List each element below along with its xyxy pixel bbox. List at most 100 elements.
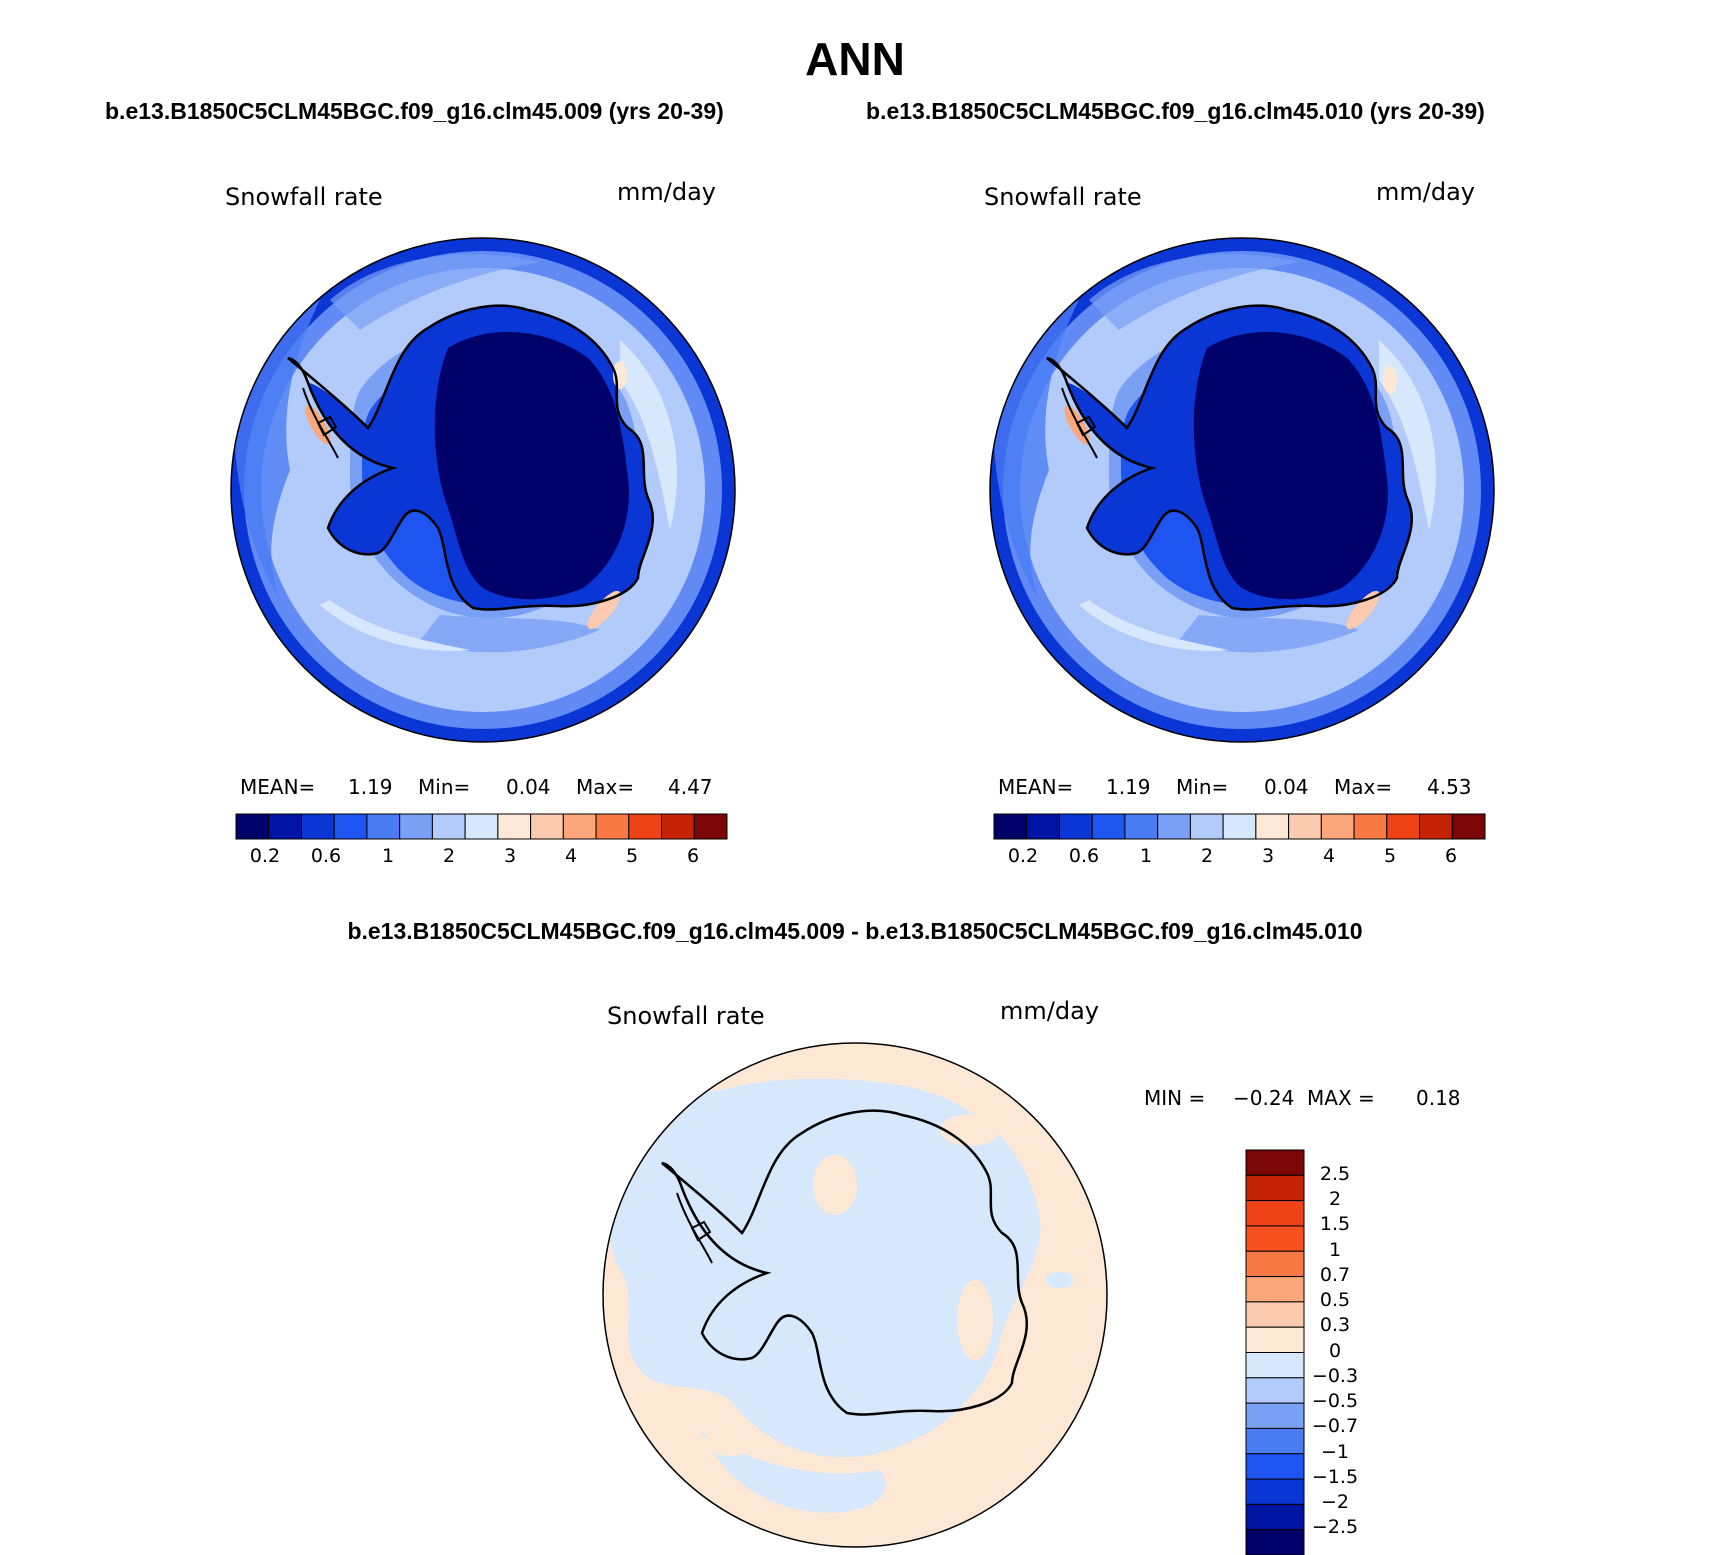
diff-tick-label: −1.5 xyxy=(1311,1466,1359,1488)
colorbar-swatch xyxy=(497,813,532,840)
panel-right-max-value: 4.53 xyxy=(1427,775,1472,799)
left-tick-label: 0.6 xyxy=(310,845,342,867)
panel-right-mean-label: MEAN= xyxy=(998,775,1074,799)
colorbar-swatch xyxy=(1245,1529,1305,1555)
colorbar-swatch xyxy=(1255,813,1290,840)
colorbar-swatch xyxy=(693,813,728,840)
diff-tick-label: 2.5 xyxy=(1319,1163,1351,1185)
colorbar-swatch xyxy=(431,813,466,840)
panel-left-min-label: Min= xyxy=(418,775,471,799)
colorbar-swatch xyxy=(1386,813,1421,840)
colorbar-swatch xyxy=(1245,1149,1305,1176)
diff-tick-label: 1 xyxy=(1328,1239,1342,1261)
panel-left-max-label: Max= xyxy=(576,775,635,799)
diff-tick-label: −0.3 xyxy=(1311,1365,1359,1387)
panel-left-min-value: 0.04 xyxy=(506,775,551,799)
colorbar-swatch xyxy=(1245,1250,1305,1278)
panel-left-units: mm/day xyxy=(617,178,716,206)
diff-tick-label: −1 xyxy=(1320,1441,1349,1463)
colorbar-swatch xyxy=(300,813,335,840)
panel-left-map xyxy=(231,238,735,742)
colorbar-swatch xyxy=(333,813,368,840)
diff-min-value: −0.24 xyxy=(1233,1086,1295,1110)
panel-left-max-value: 4.47 xyxy=(668,775,713,799)
panel-right-units: mm/day xyxy=(1376,178,1475,206)
colorbar-swatch xyxy=(1245,1453,1305,1480)
colorbar-swatch xyxy=(1451,813,1486,840)
colorbar-swatch xyxy=(1245,1478,1305,1505)
diff-variable: Snowfall rate xyxy=(607,1002,765,1030)
colorbar-swatch xyxy=(993,813,1028,840)
diff-tick-label: −2 xyxy=(1320,1491,1349,1513)
colorbar-swatch xyxy=(530,813,564,840)
panel-right-min-label: Min= xyxy=(1176,775,1229,799)
right-tick-label: 0.2 xyxy=(1007,845,1039,867)
colorbar-swatch xyxy=(1245,1503,1305,1531)
left-tick-label: 4 xyxy=(564,845,578,867)
right-tick-label: 2 xyxy=(1200,845,1214,867)
left-tick-label: 6 xyxy=(686,845,700,867)
diff-colorbar xyxy=(1245,1149,1305,1555)
right-tick-label: 3 xyxy=(1261,845,1275,867)
panel-right-mean-value: 1.19 xyxy=(1106,775,1151,799)
right-tick-label: 0.6 xyxy=(1068,845,1100,867)
panel-right-colorbar xyxy=(993,813,1486,840)
diff-heading: b.e13.B1850C5CLM45BGC.f09_g16.clm45.009 … xyxy=(347,918,1363,944)
colorbar-swatch xyxy=(1288,813,1322,840)
colorbar-swatch xyxy=(595,813,630,840)
panel-right-min-value: 0.04 xyxy=(1264,775,1309,799)
colorbar-swatch xyxy=(1091,813,1126,840)
colorbar-swatch xyxy=(1245,1402,1305,1429)
diff-max-value: 0.18 xyxy=(1416,1086,1461,1110)
main-title: ANN xyxy=(805,33,905,85)
colorbar-swatch xyxy=(1245,1225,1305,1252)
colorbar-swatch xyxy=(1189,813,1224,840)
colorbar-swatch xyxy=(464,813,499,840)
colorbar-swatch xyxy=(1245,1352,1305,1379)
colorbar-swatch xyxy=(1245,1174,1305,1202)
diff-tick-label: 0.7 xyxy=(1319,1264,1351,1286)
colorbar-swatch xyxy=(1245,1301,1305,1328)
diff-tick-label: 1.5 xyxy=(1319,1213,1351,1235)
right-tick-label: 1 xyxy=(1139,845,1153,867)
colorbar-swatch xyxy=(1157,813,1191,840)
diff-tick-label: 0.3 xyxy=(1319,1314,1351,1336)
diff-min-label: MIN = xyxy=(1144,1086,1206,1110)
colorbar-swatch xyxy=(366,813,401,840)
diff-tick-label: 0 xyxy=(1328,1340,1342,1362)
panel-right-map xyxy=(990,238,1494,742)
diff-units: mm/day xyxy=(1000,997,1099,1025)
diff-map xyxy=(603,1043,1107,1547)
colorbar-swatch xyxy=(1353,813,1388,840)
left-tick-label: 3 xyxy=(503,845,517,867)
colorbar-swatch xyxy=(1245,1427,1305,1455)
colorbar-swatch xyxy=(1058,813,1093,840)
left-tick-label: 0.2 xyxy=(249,845,281,867)
colorbar-swatch xyxy=(1320,813,1355,840)
panel-left-mean-label: MEAN= xyxy=(240,775,316,799)
right-tick-label: 6 xyxy=(1444,845,1458,867)
colorbar-swatch xyxy=(1245,1200,1305,1227)
colorbar-swatch xyxy=(562,813,597,840)
colorbar-swatch xyxy=(1419,813,1453,840)
colorbar-swatch xyxy=(235,813,270,840)
left-tick-label: 1 xyxy=(381,845,395,867)
colorbar-swatch xyxy=(1026,813,1060,840)
colorbar-swatch xyxy=(1245,1326,1305,1353)
panel-right-max-label: Max= xyxy=(1334,775,1393,799)
diff-tick-label: 2 xyxy=(1328,1188,1342,1210)
diff-max-label: MAX = xyxy=(1307,1086,1375,1110)
left-tick-label: 5 xyxy=(625,845,639,867)
colorbar-swatch xyxy=(628,813,663,840)
panel-left-heading: b.e13.B1850C5CLM45BGC.f09_g16.clm45.009 … xyxy=(105,98,724,124)
colorbar-swatch xyxy=(268,813,302,840)
panel-left-colorbar xyxy=(235,813,728,840)
panel-right-heading: b.e13.B1850C5CLM45BGC.f09_g16.clm45.010 … xyxy=(866,98,1485,124)
diff-tick-label: 0.5 xyxy=(1319,1289,1351,1311)
colorbar-swatch xyxy=(661,813,695,840)
panel-left-variable: Snowfall rate xyxy=(225,183,383,211)
panel-left-mean-value: 1.19 xyxy=(348,775,393,799)
left-tick-label: 2 xyxy=(442,845,456,867)
colorbar-swatch xyxy=(1245,1276,1305,1303)
